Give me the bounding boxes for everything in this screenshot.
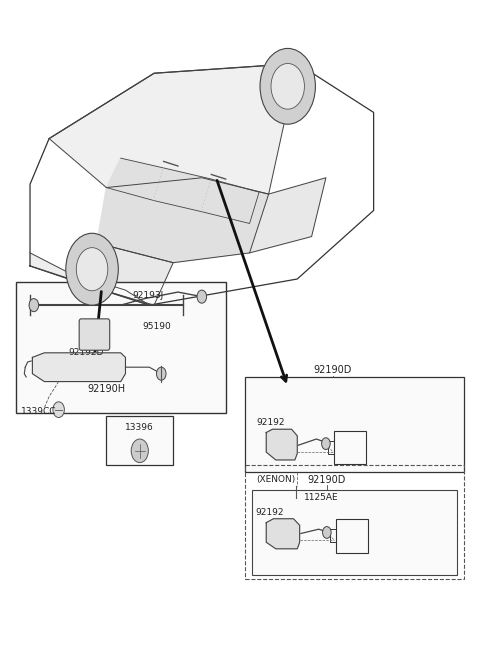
Bar	[252, 490, 457, 575]
Circle shape	[156, 367, 166, 380]
Bar	[334, 431, 366, 464]
Text: 92192: 92192	[256, 508, 284, 517]
Text: 92190D: 92190D	[308, 474, 346, 485]
Text: 92190H: 92190H	[87, 384, 125, 394]
Circle shape	[53, 402, 64, 417]
Polygon shape	[97, 178, 269, 262]
Bar	[16, 282, 226, 413]
Text: 13396: 13396	[125, 423, 154, 432]
Bar	[328, 441, 334, 454]
Text: 92192D: 92192D	[68, 348, 104, 357]
FancyBboxPatch shape	[79, 319, 110, 350]
Text: 1125AE: 1125AE	[304, 493, 339, 502]
Text: (XENON): (XENON)	[257, 475, 296, 484]
Circle shape	[29, 298, 38, 312]
Circle shape	[131, 439, 148, 462]
Text: 92192: 92192	[257, 419, 285, 427]
Circle shape	[197, 290, 206, 303]
Bar	[107, 416, 173, 465]
Polygon shape	[107, 158, 164, 201]
Circle shape	[66, 234, 118, 305]
Bar	[245, 465, 464, 579]
Polygon shape	[202, 179, 259, 224]
Polygon shape	[154, 168, 211, 212]
Circle shape	[76, 248, 108, 291]
Text: 92193J: 92193J	[132, 291, 164, 300]
Polygon shape	[266, 429, 297, 460]
Circle shape	[323, 527, 331, 539]
Text: 1339CC: 1339CC	[21, 407, 56, 416]
Bar	[336, 519, 368, 553]
Bar	[245, 377, 464, 472]
Circle shape	[322, 438, 330, 449]
Polygon shape	[49, 64, 297, 194]
Text: 92190D: 92190D	[314, 365, 352, 375]
Circle shape	[271, 64, 304, 109]
Bar	[330, 529, 336, 543]
Circle shape	[260, 49, 315, 124]
Bar	[292, 496, 300, 502]
Text: 95190: 95190	[142, 321, 171, 331]
Polygon shape	[33, 353, 125, 382]
Polygon shape	[30, 253, 149, 305]
Polygon shape	[250, 178, 326, 253]
Polygon shape	[87, 243, 173, 305]
Polygon shape	[266, 519, 300, 549]
